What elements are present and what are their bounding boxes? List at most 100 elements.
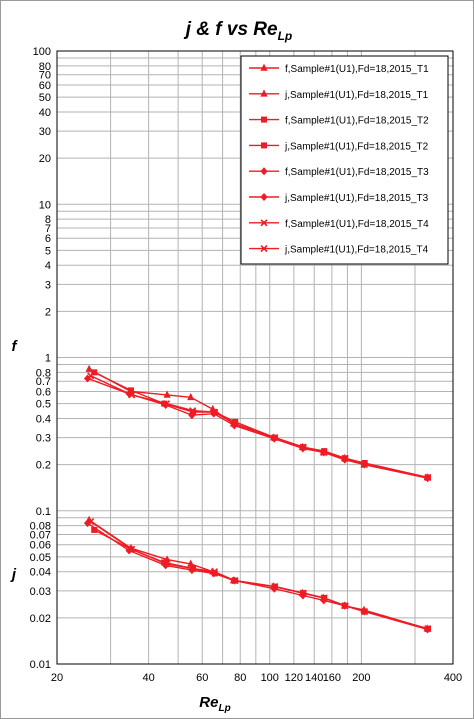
x-marker-stroke — [210, 408, 218, 416]
y-tick-label: 0.03 — [30, 586, 51, 598]
series — [91, 369, 431, 481]
x-marker-stroke — [424, 625, 432, 633]
x-tick-label: 60 — [196, 672, 208, 684]
x-marker — [189, 564, 197, 573]
series-line — [88, 519, 428, 630]
y-axis-label-j: j — [10, 566, 17, 583]
x-tick-label: 200 — [352, 672, 370, 684]
x-marker — [231, 420, 239, 428]
x-marker — [87, 372, 95, 380]
series-line — [90, 521, 428, 630]
y-tick-label: 6 — [45, 233, 51, 245]
x-marker — [128, 545, 136, 553]
legend: f,Sample#1(U1),Fd=18,2015_T1 j,Sample#1(U… — [240, 55, 449, 265]
y-tick-label: 0.07 — [30, 529, 51, 541]
y-tick-label: 70 — [39, 70, 51, 82]
chart-title: j & f vs ReLp — [183, 19, 293, 43]
y-tick-label: 30 — [39, 126, 51, 138]
x-tick-label: 40 — [143, 672, 155, 684]
y-tick-label: 0.08 — [30, 521, 51, 533]
x-marker — [87, 518, 95, 526]
x-marker — [260, 219, 268, 227]
x-marker — [299, 589, 307, 597]
x-marker — [189, 407, 197, 415]
legend-label: j,Sample#1(U1),Fd=18,2015_T1 — [284, 90, 429, 101]
y-tick-label: 40 — [39, 107, 51, 119]
series — [83, 519, 432, 634]
x-marker-stroke — [210, 568, 218, 576]
series-line — [93, 371, 429, 479]
x-marker — [424, 625, 432, 633]
x-tick-label: 20 — [51, 672, 63, 684]
triangle-marker — [187, 392, 195, 401]
legend-label: f,Sample#1(U1),Fd=18,2015_T1 — [285, 64, 429, 75]
series-layer — [83, 364, 432, 634]
x-tick-label: 100 — [261, 672, 279, 684]
legend-item: j,Sample#1(U1),Fd=18,2015_T1 — [249, 89, 429, 101]
x-marker — [162, 400, 171, 408]
y-tick-label: 10 — [39, 199, 51, 211]
triangle-marker — [187, 559, 195, 567]
y-tick-label: 0.06 — [30, 540, 51, 552]
legend-label: f,Sample#1(U1),Fd=18,2015_T2 — [285, 116, 429, 127]
x-marker-stroke — [260, 219, 268, 227]
legend-label: f,Sample#1(U1),Fd=18,2015_T3 — [285, 167, 429, 178]
legend-item: j,Sample#1(U1),Fd=18,2015_T4 — [249, 245, 429, 256]
x-axis-label: ReLp — [199, 694, 230, 714]
x-marker — [210, 408, 218, 416]
x-marker-stroke — [189, 407, 197, 415]
x-tick-label: 160 — [323, 672, 341, 684]
x-tick-label: 120 — [285, 672, 303, 684]
x-marker — [128, 391, 136, 399]
triangle-marker — [85, 364, 93, 372]
y-tick-label: 2 — [45, 306, 51, 318]
legend-label: f,Sample#1(U1),Fd=18,2015_T4 — [285, 219, 429, 230]
y-tick-label: 0.7 — [36, 376, 51, 388]
series — [87, 372, 432, 481]
triangle-marker — [260, 63, 268, 71]
legend-item: f,Sample#1(U1),Fd=18,2015_T2 — [249, 116, 429, 127]
y-tick-label: 4 — [45, 260, 51, 272]
x-marker-stroke — [189, 564, 197, 573]
x-marker-stroke — [128, 545, 136, 553]
x-marker-stroke — [231, 577, 239, 585]
square-marker — [127, 387, 134, 394]
x-marker — [231, 577, 239, 585]
y-tick-label: 0.05 — [30, 552, 51, 564]
legend-item: f,Sample#1(U1),Fd=18,2015_T3 — [249, 167, 429, 178]
series — [87, 518, 432, 633]
x-marker-stroke — [320, 594, 328, 602]
x-marker — [424, 473, 432, 481]
triangle-marker — [163, 390, 171, 398]
x-tick-labels: 20 40 60 80 100 120 140 160 200 400 — [51, 672, 462, 684]
x-marker-stroke — [162, 560, 171, 568]
x-marker — [271, 434, 279, 442]
y-tick-label: 0.01 — [30, 659, 51, 671]
chart-title-main: j & f vs Re — [183, 19, 278, 40]
x-marker — [360, 461, 369, 469]
y-tick-label: 0.02 — [30, 613, 51, 625]
x-marker-stroke — [424, 473, 432, 481]
legend-item: f,Sample#1(U1),Fd=18,2015_T1 — [249, 63, 429, 75]
x-marker-stroke — [87, 372, 95, 380]
x-tick-label: 140 — [305, 672, 323, 684]
y-tick-label: 50 — [39, 92, 51, 104]
legend-label: j,Sample#1(U1),Fd=18,2015_T4 — [284, 245, 429, 256]
y-tick-label: 5 — [45, 245, 51, 257]
x-tick-label: 400 — [444, 672, 462, 684]
x-marker-stroke — [299, 589, 307, 597]
y-tick-label: 0.8 — [36, 367, 51, 379]
x-marker-stroke — [162, 400, 171, 408]
y-tick-labels: 0.01 0.02 0.03 0.04 0.050.060.070.08 0.1 0.2 0.… — [30, 46, 51, 671]
square-marker — [91, 369, 98, 376]
y-tick-label: 3 — [45, 279, 51, 291]
x-marker-stroke — [128, 391, 136, 399]
y-axis-label-f: f — [12, 338, 19, 355]
x-marker — [341, 602, 349, 610]
y-tick-label: 80 — [39, 61, 51, 73]
legend-label: j,Sample#1(U1),Fd=18,2015_T3 — [284, 193, 429, 204]
x-marker-stroke — [341, 602, 349, 610]
square-marker — [232, 418, 239, 425]
